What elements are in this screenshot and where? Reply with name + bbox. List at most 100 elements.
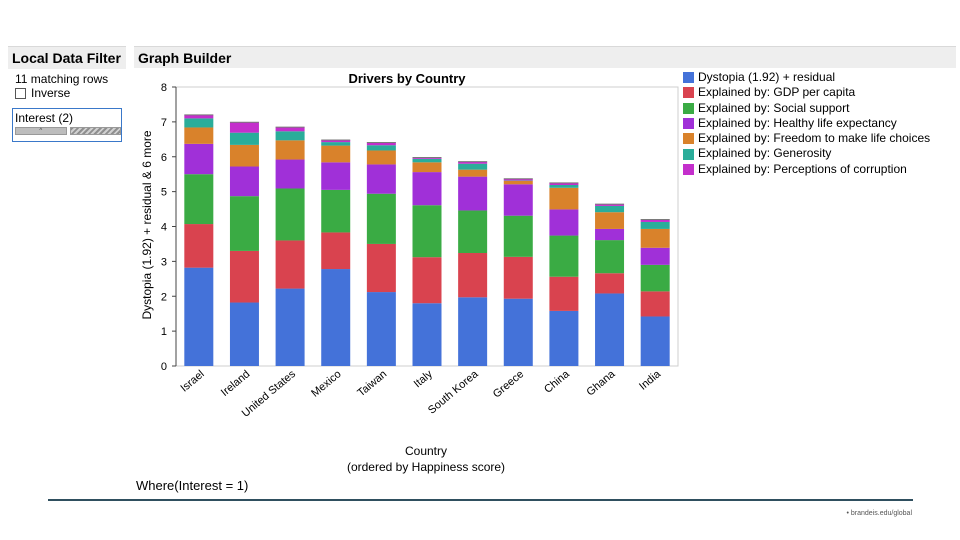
bar-segment-2-8[interactable]	[503, 256, 533, 299]
bar-segment-4-1[interactable]	[184, 143, 214, 175]
bar-segment-1-1[interactable]	[184, 267, 214, 366]
legend-item-2[interactable]: Explained by: GDP per capita	[683, 85, 930, 100]
bar-segment-6-2[interactable]	[229, 132, 259, 145]
bar-segment-2-11[interactable]	[640, 291, 670, 317]
bar-segment-5-9[interactable]	[549, 187, 579, 210]
inverse-option[interactable]: Inverse	[15, 86, 126, 100]
bar-segment-4-9[interactable]	[549, 209, 579, 236]
bar-segment-2-6[interactable]	[412, 257, 442, 304]
bar-segment-7-11[interactable]	[640, 219, 670, 222]
bar-segment-6-1[interactable]	[184, 118, 214, 128]
bar-segment-3-5[interactable]	[366, 193, 396, 244]
legend-item-5[interactable]: Explained by: Freedom to make life choic…	[683, 131, 930, 146]
bar-segment-1-8[interactable]	[503, 298, 533, 366]
bar-segment-5-11[interactable]	[640, 228, 670, 248]
bar-segment-2-10[interactable]	[595, 273, 625, 294]
bar-segment-6-10[interactable]	[595, 205, 625, 213]
bar-segment-1-4[interactable]	[321, 269, 351, 366]
bar-segment-7-2[interactable]	[229, 122, 259, 133]
bar-segment-6-3[interactable]	[275, 131, 305, 141]
legend-item-3[interactable]: Explained by: Social support	[683, 101, 930, 116]
bar-segment-3-4[interactable]	[321, 189, 351, 233]
bar-segment-5-7[interactable]	[458, 169, 488, 177]
legend-item-4[interactable]: Explained by: Healthy life expectancy	[683, 116, 930, 131]
legend-label: Explained by: GDP per capita	[698, 85, 856, 100]
bar-segment-1-6[interactable]	[412, 303, 442, 366]
bar-segment-3-7[interactable]	[458, 210, 488, 254]
x-tick-label: Ireland	[219, 368, 252, 399]
bar-segment-6-6[interactable]	[412, 158, 442, 163]
bar-segment-5-1[interactable]	[184, 127, 214, 144]
bar-segment-7-5[interactable]	[366, 142, 396, 146]
bar-segment-3-6[interactable]	[412, 205, 442, 258]
bar-segment-5-2[interactable]	[229, 144, 259, 167]
y-tick-label: 6	[161, 152, 167, 164]
legend-swatch	[683, 163, 694, 175]
y-tick-label: 3	[161, 256, 167, 268]
bar-segment-4-10[interactable]	[595, 228, 625, 241]
bar-segment-2-3[interactable]	[275, 240, 305, 289]
bar-segment-1-10[interactable]	[595, 293, 625, 366]
bar-segment-5-10[interactable]	[595, 212, 625, 229]
bar-segment-2-5[interactable]	[366, 243, 396, 293]
legend-item-7[interactable]: Explained by: Perceptions of corruption	[683, 162, 930, 177]
footer-credit: • brandeis.edu/global	[846, 510, 913, 517]
bar-segment-3-10[interactable]	[595, 240, 625, 274]
bar-segment-4-3[interactable]	[275, 159, 305, 189]
graph-builder-title[interactable]: Graph Builder	[134, 46, 956, 68]
bar-segment-4-4[interactable]	[321, 162, 351, 190]
bar-segment-5-6[interactable]	[412, 162, 442, 173]
interest-value-bar-2[interactable]	[69, 127, 121, 135]
bar-segment-3-3[interactable]	[275, 188, 305, 241]
bar-segment-7-9[interactable]	[549, 182, 579, 185]
bar-segment-4-8[interactable]	[503, 184, 533, 216]
bar-segment-3-2[interactable]	[229, 196, 259, 251]
bar-segment-6-5[interactable]	[366, 145, 396, 151]
bar-segment-2-9[interactable]	[549, 276, 579, 311]
interest-filter[interactable]: Interest (2) ^	[12, 108, 122, 142]
bar-segment-5-8[interactable]	[503, 180, 533, 185]
x-tick-label: Italy	[412, 368, 436, 390]
bar-segment-5-4[interactable]	[321, 145, 351, 163]
bar-segment-1-5[interactable]	[366, 292, 396, 366]
bar-segment-4-11[interactable]	[640, 247, 670, 265]
inverse-checkbox[interactable]	[15, 87, 26, 99]
bar-segment-4-2[interactable]	[229, 166, 259, 197]
bar-segment-7-1[interactable]	[184, 114, 214, 119]
bar-segment-7-7[interactable]	[458, 161, 488, 164]
legend-label: Dystopia (1.92) + residual	[698, 70, 836, 84]
bar-segment-4-7[interactable]	[458, 176, 488, 211]
bar-segment-2-4[interactable]	[321, 232, 351, 270]
bar-segment-2-2[interactable]	[229, 250, 259, 303]
bar-segment-3-9[interactable]	[549, 235, 579, 277]
bar-segment-3-11[interactable]	[640, 264, 670, 292]
bar-segment-1-11[interactable]	[640, 316, 670, 366]
bar-segment-2-7[interactable]	[458, 253, 488, 298]
bar-segment-3-8[interactable]	[503, 215, 533, 257]
bar-segment-5-5[interactable]	[366, 150, 396, 165]
bar-segment-1-3[interactable]	[275, 288, 305, 366]
bar-segment-6-9[interactable]	[549, 184, 579, 188]
bar-segment-6-11[interactable]	[640, 221, 670, 229]
y-tick-label: 4	[161, 222, 167, 234]
bar-segment-6-7[interactable]	[458, 163, 488, 170]
interest-value-bar-1[interactable]: ^	[15, 127, 67, 135]
bar-segment-3-1[interactable]	[184, 174, 214, 225]
legend-item-6[interactable]: Explained by: Generosity	[683, 146, 930, 161]
x-axis-title: Country	[405, 444, 447, 458]
local-data-filter-title[interactable]: Local Data Filter	[8, 46, 126, 69]
bar-segment-2-1[interactable]	[184, 224, 214, 268]
bar-segment-4-6[interactable]	[412, 172, 442, 206]
legend-item-1[interactable]: Dystopia (1.92) + residual	[683, 70, 930, 85]
bar-segment-1-9[interactable]	[549, 310, 579, 366]
bar-segment-7-8[interactable]	[503, 178, 533, 181]
bar-segment-1-2[interactable]	[229, 302, 259, 366]
bar-segment-4-5[interactable]	[366, 164, 396, 194]
bar-segment-7-10[interactable]	[595, 204, 625, 206]
bar-segment-1-7[interactable]	[458, 297, 488, 366]
bar-segment-7-3[interactable]	[275, 127, 305, 132]
bar-segment-5-3[interactable]	[275, 140, 305, 160]
bar-segment-7-6[interactable]	[412, 157, 442, 159]
bar-segment-7-4[interactable]	[321, 140, 351, 143]
bar-segment-6-4[interactable]	[321, 142, 351, 146]
